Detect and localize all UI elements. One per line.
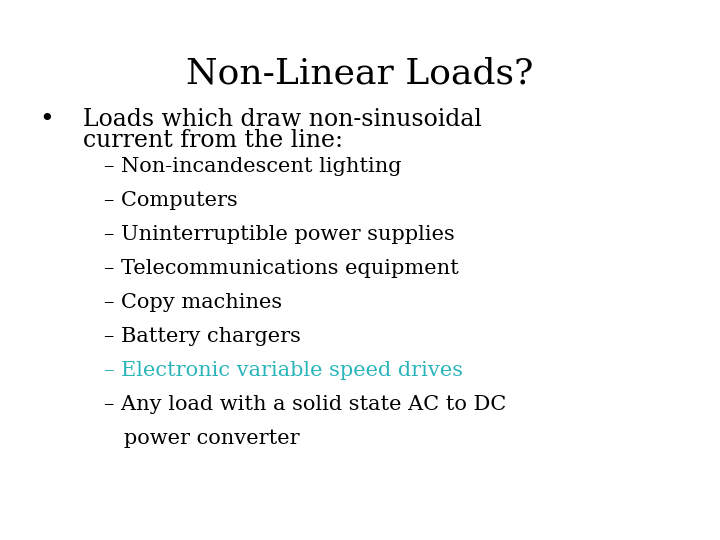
Text: power converter: power converter — [104, 429, 300, 448]
Text: – Electronic variable speed drives: – Electronic variable speed drives — [104, 361, 464, 380]
Text: – Any load with a solid state AC to DC: – Any load with a solid state AC to DC — [104, 395, 507, 414]
Text: – Telecommunications equipment: – Telecommunications equipment — [104, 259, 459, 278]
Text: Loads which draw non-sinusoidal: Loads which draw non-sinusoidal — [83, 108, 482, 131]
Text: – Non-incandescent lighting: – Non-incandescent lighting — [104, 157, 402, 176]
Text: – Copy machines: – Copy machines — [104, 293, 282, 312]
Text: current from the line:: current from the line: — [83, 129, 343, 152]
Text: Non-Linear Loads?: Non-Linear Loads? — [186, 57, 534, 91]
Text: •: • — [40, 108, 54, 131]
Text: – Computers: – Computers — [104, 191, 238, 210]
Text: – Uninterruptible power supplies: – Uninterruptible power supplies — [104, 225, 455, 244]
Text: – Battery chargers: – Battery chargers — [104, 327, 301, 346]
